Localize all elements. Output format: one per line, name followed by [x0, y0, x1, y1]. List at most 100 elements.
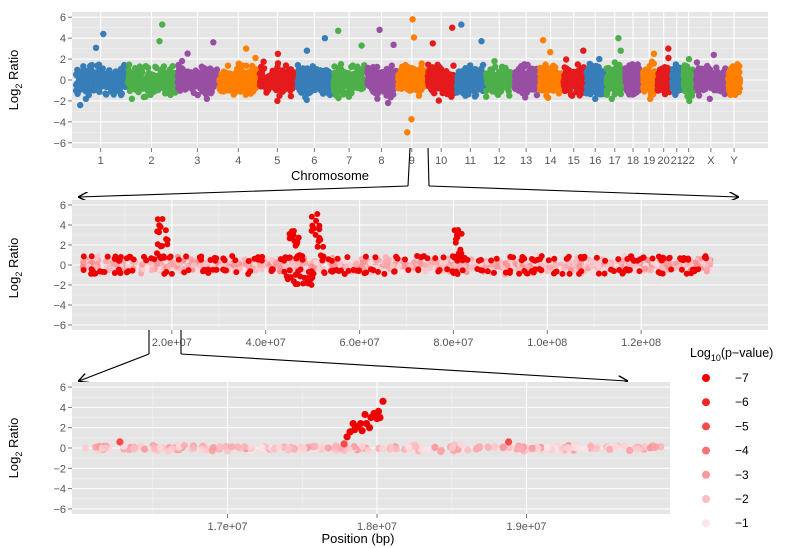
genome-point: [549, 66, 556, 73]
chromosome-loss-point: [301, 274, 308, 281]
genome-point: [75, 74, 83, 82]
chromosome-significant-point: [405, 267, 412, 273]
genome-point: [624, 78, 631, 85]
genome-point: [322, 67, 329, 74]
genome-point: [396, 84, 403, 92]
genome-outlier-point: [410, 34, 418, 41]
genome-point: [501, 83, 508, 91]
genome-outlier-point: [156, 38, 163, 45]
chromosome-point: [427, 265, 434, 272]
chromosome-tick-label: 4: [235, 155, 241, 167]
chromosome-significant-point: [436, 267, 443, 273]
chromosome-significant-point: [168, 270, 175, 277]
chromosome-point: [400, 263, 407, 269]
chromosome-point: [494, 263, 501, 270]
genome-point: [608, 82, 615, 90]
chromosome-significant-point: [602, 257, 609, 264]
chromosome-point: [456, 262, 463, 269]
chromosome-significant-point: [538, 267, 545, 274]
chromosome-peak-point: [294, 238, 301, 245]
genome-point: [144, 87, 151, 94]
genome-point: [706, 66, 714, 73]
chromosome-significant-point: [372, 254, 379, 261]
chromosome-significant-point: [281, 268, 288, 275]
chromosome-significant-point: [559, 270, 566, 277]
chromosome-point: [422, 262, 429, 268]
genome-point: [374, 95, 381, 102]
genome-point: [75, 68, 82, 75]
chromosome-significant-point: [88, 266, 95, 273]
chromosome-point: [383, 262, 390, 269]
chromosome-significant-point: [362, 253, 369, 260]
genome-point: [418, 60, 425, 67]
genome-outlier-point: [498, 63, 506, 70]
genome-point: [197, 85, 204, 92]
genome-point: [479, 61, 487, 69]
genome-point: [159, 73, 166, 80]
genome-point: [269, 67, 276, 75]
genome-point: [414, 81, 422, 89]
chromosome-significant-point: [286, 254, 293, 261]
genome-outlier-point: [441, 89, 448, 96]
genome-outlier-point: [734, 61, 741, 68]
genome-point: [120, 71, 128, 79]
genome-point: [359, 84, 366, 91]
genome-point: [576, 77, 583, 84]
chromosome-significant-point: [459, 267, 466, 274]
chromosome-point: [102, 258, 109, 265]
genome-outlier-point: [592, 95, 599, 103]
chromosome-y-axis-title: Log2 Ratio: [6, 238, 24, 299]
genome-point: [542, 61, 549, 68]
genome-point: [111, 82, 119, 90]
genome-outlier-point: [82, 95, 90, 103]
chromosome-significant-point: [255, 254, 262, 261]
genome-point: [160, 63, 168, 70]
chromosome-significant-point: [334, 255, 341, 262]
genome-point: [298, 89, 305, 96]
chromosome-point: [389, 262, 396, 269]
genome-outlier-point: [458, 21, 465, 28]
chromosome-point: [191, 262, 197, 269]
genome-outlier-point: [587, 90, 594, 98]
chromosome-significant-point: [80, 253, 87, 260]
genome-outlier-point: [721, 90, 728, 98]
genome-point: [454, 81, 461, 89]
genome-point: [319, 76, 326, 84]
genome-y-tick-label: 4: [60, 33, 66, 45]
genome-point: [540, 86, 548, 94]
chromosome-significant-point: [185, 267, 192, 274]
genome-outlier-point: [345, 93, 353, 100]
genome-point: [583, 83, 590, 90]
genome-outlier-point: [454, 88, 461, 96]
chromosome-panel-points: [79, 211, 714, 288]
chromosome-x-tick-label: 2.0e+07: [152, 337, 192, 349]
chromosome-point: [504, 262, 511, 269]
genome-point: [250, 67, 258, 75]
genome-outlier-point: [685, 55, 693, 63]
chromosome-y-tick-label: 4: [60, 220, 66, 232]
genome-outlier-point: [617, 47, 624, 54]
chromosome-point: [268, 256, 275, 263]
chromosome-peak-point: [308, 213, 315, 220]
genome-point: [199, 68, 206, 76]
genome-point: [162, 90, 169, 97]
genome-outlier-point: [449, 24, 456, 31]
chromosome-significant-point: [269, 266, 276, 273]
genome-point: [560, 77, 567, 85]
chromosome-significant-point: [619, 270, 626, 277]
chromosome-point: [588, 263, 595, 270]
chromosome-significant-point: [553, 268, 560, 275]
genome-outlier-point: [276, 92, 283, 99]
chromosome-significant-point: [368, 266, 374, 273]
genome-point: [224, 62, 232, 69]
chromosome-significant-point: [545, 257, 552, 264]
chromosome-point: [197, 262, 204, 269]
genome-point: [155, 77, 162, 84]
genome-outlier-point: [274, 97, 281, 105]
chromosome-peak-point: [157, 243, 164, 250]
chromosome-significant-point: [166, 254, 173, 261]
chromosome-significant-point: [593, 254, 600, 261]
genome-point: [242, 91, 249, 98]
genome-point: [613, 62, 621, 69]
genome-point: [144, 64, 152, 71]
